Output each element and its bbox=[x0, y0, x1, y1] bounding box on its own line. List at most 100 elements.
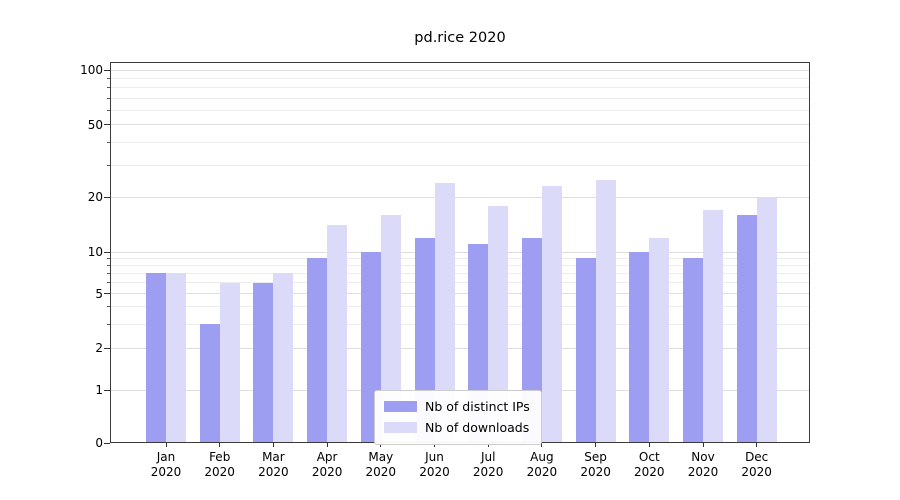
y-minor-tick-mark bbox=[107, 77, 110, 79]
gridline-minor bbox=[111, 97, 809, 99]
x-tick-month: Feb bbox=[209, 450, 231, 464]
legend-item-distinct-ips: Nb of distinct IPs bbox=[384, 397, 530, 416]
legend-label-downloads: Nb of downloads bbox=[425, 420, 530, 435]
gridline-major bbox=[111, 347, 809, 349]
legend: Nb of distinct IPs Nb of downloads bbox=[374, 390, 542, 445]
y-tick-label: 10 bbox=[87, 245, 103, 259]
x-tick-year: 2020 bbox=[311, 465, 343, 479]
gridline-major bbox=[111, 293, 809, 295]
y-tick-label: 100 bbox=[80, 63, 103, 77]
x-tick-mark bbox=[648, 443, 650, 447]
x-tick-month: Mar bbox=[262, 450, 285, 464]
bar-downloads-feb bbox=[219, 282, 240, 443]
x-tick-month: Aug bbox=[530, 450, 554, 464]
gridline-minor bbox=[111, 323, 809, 325]
x-tick-year: 2020 bbox=[687, 465, 719, 479]
y-minor-tick-mark bbox=[107, 141, 110, 143]
y-tick-label: 0 bbox=[95, 436, 103, 450]
y-tick-mark bbox=[104, 69, 110, 71]
bar-downloads-apr bbox=[327, 225, 348, 443]
bar-distinct-ips-apr bbox=[307, 258, 328, 443]
x-tick-label: Jan 2020 bbox=[136, 450, 196, 480]
bar-distinct-ips-mar bbox=[253, 282, 274, 443]
y-minor-tick-mark bbox=[107, 257, 110, 259]
y-minor-tick-mark bbox=[107, 272, 110, 274]
gridline-minor bbox=[111, 87, 809, 89]
y-tick-mark bbox=[104, 293, 110, 295]
bar-distinct-ips-jan bbox=[146, 273, 166, 443]
y-minor-tick-mark bbox=[107, 282, 110, 284]
gridline-minor bbox=[111, 141, 809, 143]
legend-item-downloads: Nb of downloads bbox=[384, 418, 530, 437]
gridline-minor bbox=[111, 306, 809, 308]
bar-downloads-sep bbox=[595, 179, 616, 443]
x-tick-month: Nov bbox=[691, 450, 715, 464]
x-tick-label: May 2020 bbox=[351, 450, 411, 480]
x-tick-label: Apr 2020 bbox=[297, 450, 357, 480]
legend-swatch-distinct-ips bbox=[384, 401, 417, 412]
x-tick-year: 2020 bbox=[258, 465, 289, 479]
bar-downloads-nov bbox=[703, 210, 723, 443]
x-tick-label: Aug 2020 bbox=[512, 450, 572, 480]
y-tick-mark bbox=[104, 251, 110, 253]
gridline-major bbox=[111, 196, 809, 198]
x-tick-year: 2020 bbox=[204, 465, 235, 479]
x-tick-label: Mar 2020 bbox=[243, 450, 303, 480]
y-tick-mark bbox=[104, 442, 110, 444]
y-tick-label: 50 bbox=[87, 117, 103, 132]
gridline-minor bbox=[111, 164, 809, 166]
x-tick-month: Jul bbox=[480, 450, 496, 464]
x-tick-month: Apr bbox=[316, 450, 338, 464]
bar-downloads-may bbox=[380, 214, 401, 443]
y-tick-mark bbox=[104, 389, 110, 391]
x-tick-mark bbox=[272, 443, 274, 447]
gridline-major bbox=[111, 251, 809, 253]
legend-swatch-downloads bbox=[384, 422, 417, 433]
x-tick-label: Nov 2020 bbox=[673, 450, 733, 480]
gridline-major bbox=[111, 124, 809, 126]
y-tick-label: 1 bbox=[95, 383, 103, 397]
gridline-minor bbox=[111, 272, 809, 274]
y-minor-tick-mark bbox=[107, 306, 110, 308]
x-tick-label: Jul 2020 bbox=[458, 450, 518, 480]
x-tick-mark bbox=[219, 443, 221, 447]
x-tick-month: Dec bbox=[745, 450, 769, 464]
x-tick-label: Jun 2020 bbox=[405, 450, 465, 480]
x-tick-mark bbox=[595, 443, 597, 447]
bar-downloads-jun bbox=[434, 182, 455, 443]
y-tick-mark bbox=[104, 196, 110, 198]
x-tick-mark bbox=[165, 443, 167, 447]
legend-label-distinct-ips: Nb of distinct IPs bbox=[425, 399, 530, 414]
y-minor-tick-mark bbox=[107, 109, 110, 111]
x-tick-year: 2020 bbox=[150, 465, 182, 479]
gridline-major bbox=[111, 69, 809, 71]
x-tick-mark bbox=[541, 443, 543, 447]
gridline-minor bbox=[111, 257, 809, 259]
y-tick-mark bbox=[104, 347, 110, 349]
gridline-minor bbox=[111, 109, 809, 111]
bar-distinct-ips-feb bbox=[199, 324, 220, 443]
bar-downloads-aug bbox=[541, 186, 562, 443]
x-tick-month: Sep bbox=[584, 450, 607, 464]
x-tick-month: May bbox=[368, 450, 394, 464]
x-tick-year: 2020 bbox=[365, 465, 397, 479]
x-tick-year: 2020 bbox=[741, 465, 772, 479]
y-tick-label: 20 bbox=[87, 190, 103, 205]
y-minor-tick-mark bbox=[107, 97, 110, 99]
y-tick-label: 5 bbox=[95, 286, 103, 301]
gridline-minor bbox=[111, 264, 809, 266]
y-minor-tick-mark bbox=[107, 164, 110, 166]
x-tick-mark bbox=[380, 443, 382, 447]
x-tick-mark bbox=[326, 443, 328, 447]
bar-downloads-mar bbox=[273, 273, 294, 443]
y-minor-tick-mark bbox=[107, 87, 110, 89]
x-tick-year: 2020 bbox=[634, 465, 665, 479]
bar-distinct-ips-nov bbox=[683, 258, 703, 443]
x-tick-mark bbox=[434, 443, 435, 447]
x-tick-month: Jan bbox=[156, 450, 176, 464]
x-tick-month: Jun bbox=[425, 450, 444, 464]
y-tick-label: 2 bbox=[95, 341, 103, 356]
bar-distinct-ips-oct bbox=[629, 252, 650, 443]
bar-downloads-jan bbox=[166, 273, 186, 443]
